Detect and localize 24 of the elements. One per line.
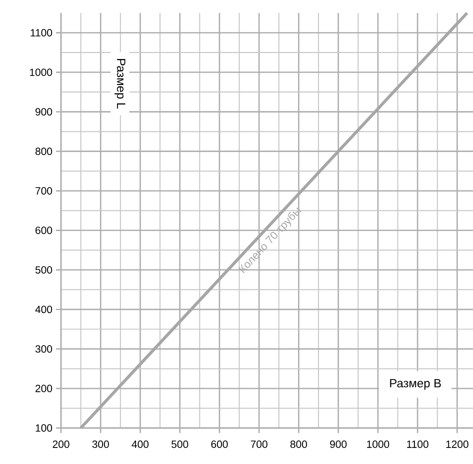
x-tick-label: 300 xyxy=(92,440,109,448)
x-tick-label: 900 xyxy=(330,440,347,448)
x-tick-label: 600 xyxy=(211,440,228,448)
x-tick-label: 800 xyxy=(290,440,308,448)
x-tick-label: 200 xyxy=(52,440,70,448)
y-tick-label: 300 xyxy=(35,345,52,353)
x-tick-label: 1000 xyxy=(367,440,390,448)
x-tick-label: 400 xyxy=(132,440,149,448)
y-tick-label: 1000 xyxy=(30,68,52,76)
y-tick-label: 100 xyxy=(36,424,52,432)
y-tick-label: 700 xyxy=(36,187,52,195)
y-tick-label: 900 xyxy=(36,108,52,116)
y-tick-label: 1100 xyxy=(30,29,52,36)
y-axis-title: Размер L xyxy=(114,59,126,109)
x-tick-label: 700 xyxy=(250,440,268,448)
y-tick-label: 800 xyxy=(35,148,52,156)
y-tick-label: 200 xyxy=(36,384,52,392)
x-tick-label: 500 xyxy=(172,440,188,448)
y-tick-label: 400 xyxy=(35,306,52,314)
y-tick-label: 500 xyxy=(35,266,52,274)
y-tick-label: 600 xyxy=(36,226,52,234)
x-axis-title: Размер B xyxy=(390,379,441,390)
x-tick-label: 1100 xyxy=(407,440,428,448)
x-tick-label: 1200 xyxy=(446,440,468,448)
